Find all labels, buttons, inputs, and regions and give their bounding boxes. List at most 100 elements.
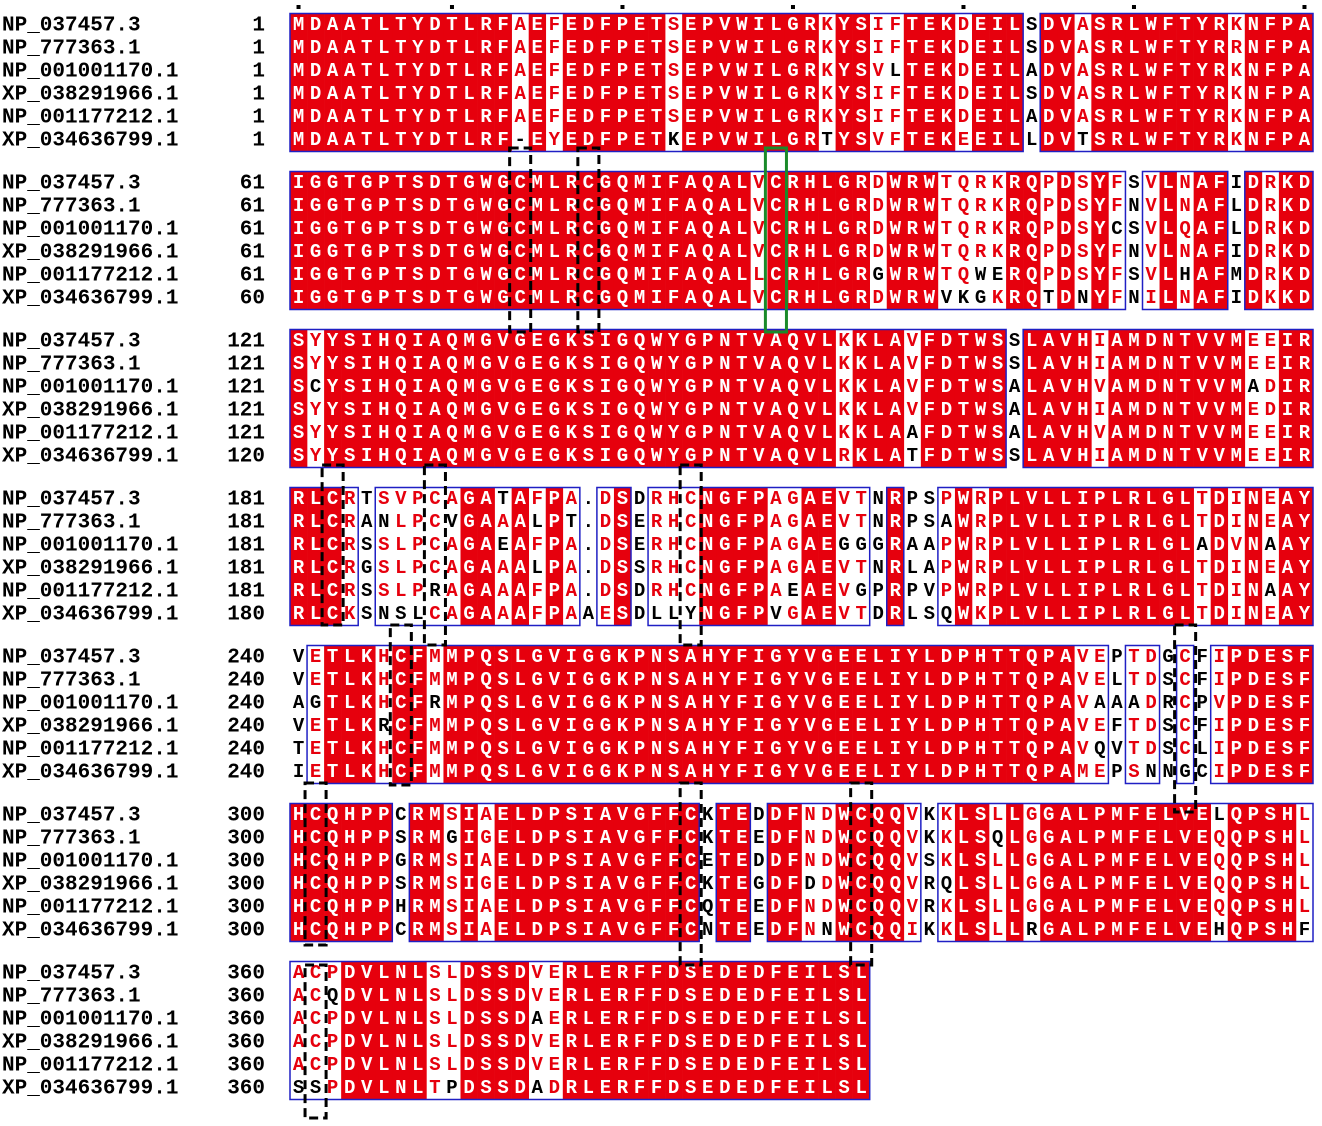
residue: F (412, 738, 423, 760)
residue: H (344, 804, 355, 826)
residue: R (344, 488, 356, 510)
residue: T (446, 172, 457, 194)
residue: S (685, 1054, 696, 1076)
residue: S (668, 60, 679, 82)
residue: E (600, 985, 611, 1007)
residue: L (463, 83, 474, 105)
residue: N (1162, 399, 1173, 421)
residue: A (361, 511, 373, 533)
residue: S (480, 1031, 491, 1053)
residue: F (890, 37, 901, 59)
residue: L (924, 715, 935, 737)
residue: S (446, 873, 457, 895)
residue: N (1162, 330, 1173, 352)
residue: A (1060, 850, 1072, 872)
residue: I (463, 827, 474, 849)
residue: Q (1026, 646, 1037, 668)
residue: G (600, 669, 611, 691)
residue: G (787, 488, 798, 510)
residue: I (753, 761, 764, 783)
residue: S (583, 376, 594, 398)
residue: N (378, 603, 389, 625)
residue: Y (907, 692, 919, 714)
residue: Q (702, 172, 713, 194)
residue: P (463, 646, 474, 668)
residue: P (907, 580, 918, 602)
residue: E (1248, 330, 1259, 352)
residue: Q (327, 873, 338, 895)
residue: A (719, 241, 731, 263)
identity-cell (699, 961, 717, 1100)
residue: Q (634, 399, 645, 421)
residue: S (480, 1054, 491, 1076)
residue: L (736, 264, 747, 286)
residue: A (1009, 422, 1021, 444)
residue: P (1231, 646, 1242, 668)
residue: N (1179, 241, 1190, 263)
identity-cell (631, 171, 649, 310)
residue: R (1265, 264, 1277, 286)
residue: A (685, 761, 697, 783)
residue: D (429, 14, 440, 36)
residue: D (583, 60, 594, 82)
residue: T (395, 264, 406, 286)
residue: Q (395, 353, 406, 375)
identity-cell (409, 13, 427, 152)
residue: Y (787, 738, 799, 760)
residue: D (1248, 692, 1259, 714)
residue: T (395, 195, 406, 217)
residue: I (651, 195, 662, 217)
residue: L (992, 919, 1003, 941)
identity-cell (784, 329, 802, 468)
identity-cell (307, 13, 325, 152)
identity-cell (307, 171, 325, 310)
residue: T (1179, 399, 1190, 421)
start-position: 300 (227, 851, 265, 874)
residue: G (514, 422, 525, 444)
residue: V (617, 896, 629, 918)
identity-cell (511, 645, 529, 784)
position-marker (1302, 5, 1307, 9)
start-position: 240 (227, 693, 265, 716)
residue: L (583, 1008, 594, 1030)
residue: D (770, 827, 781, 849)
residue: L (873, 330, 884, 352)
residue: P (617, 60, 628, 82)
residue: W (651, 399, 663, 421)
residue: L (873, 445, 884, 467)
residue: I (293, 761, 304, 783)
residue: A (1060, 738, 1072, 760)
identity-cell (699, 645, 717, 784)
residue: K (617, 669, 629, 691)
residue: F (1111, 264, 1122, 286)
residue: T (344, 287, 355, 309)
start-position: 300 (227, 805, 265, 828)
residue: K (617, 646, 629, 668)
residue: L (1162, 195, 1173, 217)
residue: D (668, 985, 679, 1007)
residue: M (634, 264, 645, 286)
residue: G (583, 692, 594, 714)
residue: A (497, 603, 509, 625)
residue: H (378, 399, 389, 421)
residue: R (566, 241, 578, 263)
residue: A (344, 14, 356, 36)
residue: L (1145, 488, 1156, 510)
residue: A (685, 241, 697, 263)
residue: A (1043, 422, 1055, 444)
residue: C (429, 557, 440, 579)
residue: P (463, 692, 474, 714)
residue: G (1162, 557, 1173, 579)
residue: R (975, 580, 987, 602)
residue: K (1231, 14, 1243, 36)
residue: M (293, 83, 304, 105)
residue: T (907, 60, 918, 82)
residue: N (873, 511, 884, 533)
identity-cell (1125, 487, 1143, 626)
residue: L (992, 873, 1003, 895)
residue: D (583, 106, 594, 128)
residue: R (890, 534, 902, 556)
